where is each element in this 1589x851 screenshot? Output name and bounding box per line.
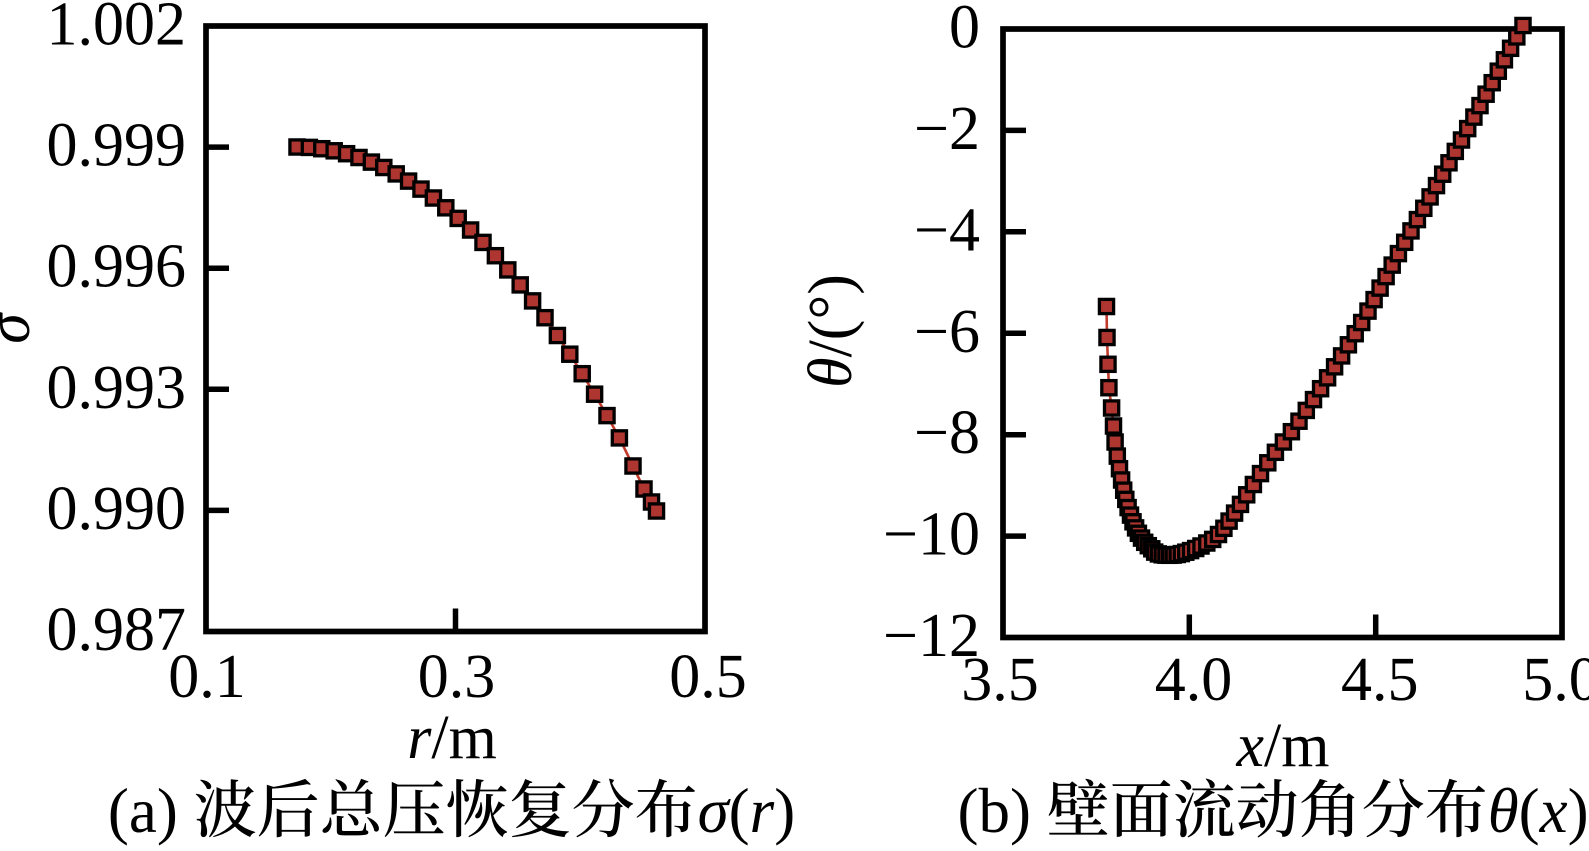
svg-text:4.0: 4.0 (1155, 646, 1233, 714)
svg-text:4.5: 4.5 (1341, 646, 1419, 714)
svg-text:x/m: x/m (1236, 712, 1330, 780)
svg-text:−12: −12 (883, 602, 980, 670)
svg-text:0.3: 0.3 (418, 643, 496, 711)
svg-text:r/m: r/m (407, 704, 497, 772)
svg-text:(a): (a) (108, 776, 194, 846)
svg-text:(b): (b) (958, 776, 1047, 846)
svg-text:0.990: 0.990 (47, 475, 187, 543)
svg-text:0.5: 0.5 (669, 643, 747, 711)
svg-text:1.002: 1.002 (47, 0, 187, 59)
svg-text:−4: −4 (914, 196, 980, 264)
svg-text:θ/(°): θ/(°) (797, 274, 865, 388)
svg-text:0.1: 0.1 (168, 643, 246, 711)
svg-text:3.5: 3.5 (961, 646, 1039, 714)
svg-text:−8: −8 (914, 399, 980, 467)
svg-text:0.993: 0.993 (47, 354, 187, 422)
svg-text:5.0: 5.0 (1522, 646, 1589, 714)
svg-text:σ(r): σ(r) (698, 776, 796, 846)
svg-text:σ: σ (0, 311, 43, 344)
svg-text:−2: −2 (914, 95, 980, 163)
svg-text:θ(x): θ(x) (1488, 776, 1589, 846)
svg-text:−6: −6 (914, 298, 980, 366)
svg-text:0: 0 (949, 0, 980, 62)
svg-text:−10: −10 (883, 501, 980, 569)
svg-text:0.996: 0.996 (47, 233, 187, 301)
svg-text:0.999: 0.999 (47, 112, 187, 180)
svg-text:0.987: 0.987 (47, 596, 187, 664)
